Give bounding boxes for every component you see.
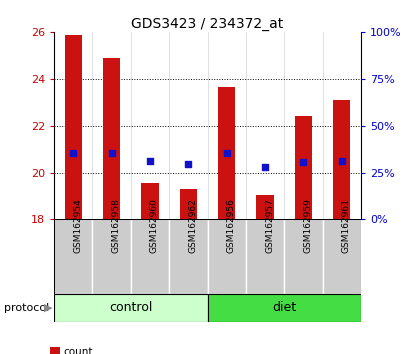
Text: diet: diet <box>272 302 296 314</box>
Bar <box>218 87 235 219</box>
Text: GSM162961: GSM162961 <box>342 198 351 253</box>
FancyBboxPatch shape <box>93 219 131 294</box>
Text: protocol: protocol <box>4 303 49 313</box>
Title: GDS3423 / 234372_at: GDS3423 / 234372_at <box>132 17 283 31</box>
Point <box>108 150 115 155</box>
Text: GSM162958: GSM162958 <box>112 198 120 253</box>
Bar <box>180 189 197 219</box>
Text: count: count <box>63 347 93 354</box>
FancyBboxPatch shape <box>169 219 208 294</box>
Text: GSM162960: GSM162960 <box>150 198 159 253</box>
Point <box>300 159 307 165</box>
Point <box>185 161 192 167</box>
Bar <box>333 100 351 219</box>
Text: GSM162957: GSM162957 <box>265 198 274 253</box>
Bar <box>64 35 82 219</box>
FancyBboxPatch shape <box>131 219 169 294</box>
Text: control: control <box>109 302 152 314</box>
Text: GSM162956: GSM162956 <box>227 198 236 253</box>
Point <box>339 158 345 164</box>
Text: ▶: ▶ <box>44 303 52 313</box>
Text: GSM162959: GSM162959 <box>303 198 312 253</box>
Point <box>223 150 230 155</box>
FancyBboxPatch shape <box>208 294 361 322</box>
Text: GSM162962: GSM162962 <box>188 198 197 253</box>
FancyBboxPatch shape <box>246 219 284 294</box>
FancyBboxPatch shape <box>323 219 361 294</box>
FancyBboxPatch shape <box>284 219 323 294</box>
FancyBboxPatch shape <box>208 219 246 294</box>
Bar <box>256 195 274 219</box>
Bar <box>295 116 312 219</box>
Point <box>70 150 76 155</box>
Bar <box>141 183 159 219</box>
Point <box>146 158 153 164</box>
Bar <box>103 58 120 219</box>
Text: GSM162954: GSM162954 <box>73 198 82 253</box>
FancyBboxPatch shape <box>54 294 208 322</box>
FancyBboxPatch shape <box>54 219 93 294</box>
Point <box>262 164 269 170</box>
